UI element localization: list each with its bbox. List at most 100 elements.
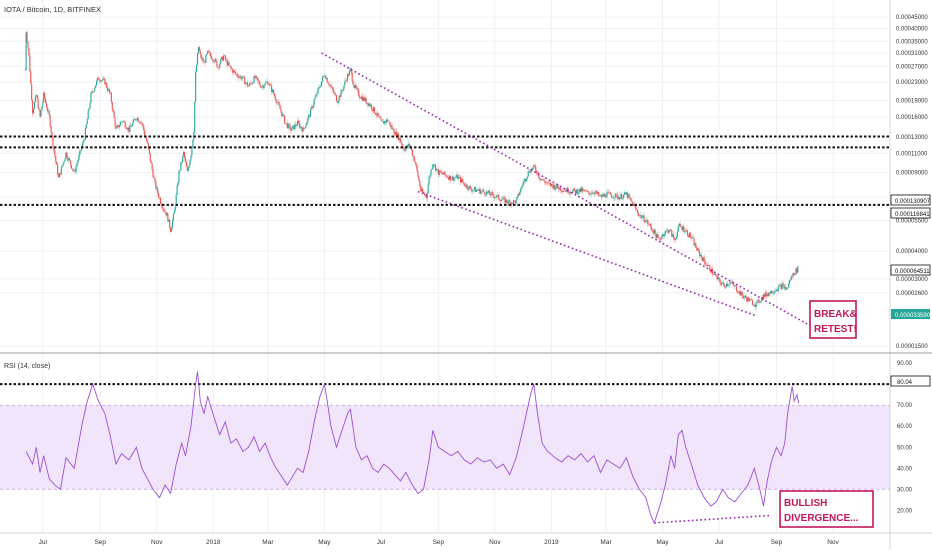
candle-body [705,264,707,266]
candle-body [220,59,222,64]
candle-body [434,164,436,166]
candle-body [43,92,45,102]
wedge-upper-trendline [321,52,821,332]
candle-body [100,80,102,82]
candle-body [249,83,251,85]
candle-body [155,181,157,189]
candle-body [106,82,108,88]
candle-body [695,243,697,248]
candle-body [545,182,547,184]
candle-body [748,297,750,302]
candle-body [245,82,247,85]
candle-body [577,192,579,194]
time-axis-label: May [656,539,669,546]
last-price-tag: 0.00003359​0 [891,309,931,319]
candle-body [462,181,464,183]
candle-body [360,96,363,99]
candle-body [93,91,95,92]
candle-body [138,121,140,123]
candle-body [319,87,321,88]
candle-body [370,104,372,107]
candle-body [489,194,491,196]
candle-body [505,199,507,203]
candle-body [334,93,337,96]
candle-body [463,182,465,186]
candle-body [790,276,792,281]
candle-body [351,72,353,81]
candle-body [778,285,780,287]
candle-body [532,167,534,170]
candle-body [39,109,41,117]
candle-body [392,128,394,130]
candle-body [262,85,264,88]
level-tag-2: 0.00011684​1 [890,207,931,219]
candle-body [221,56,223,60]
price-axis-label: 0.00027000 [896,64,928,70]
candle-body [136,117,138,120]
candle-body [474,187,476,192]
candle-body [57,164,59,175]
candle-body [274,95,276,100]
candle-body [62,162,64,166]
candle-body [457,174,459,179]
candle-body [699,254,702,256]
candle-body [38,108,40,110]
candle-body [723,282,725,285]
candle-body [291,126,293,131]
candle-body [32,109,35,114]
candle-body [546,182,548,184]
level-tag-1: 0.0001309​07 [890,194,931,206]
candle-body [700,254,703,258]
candle-body [613,197,615,199]
candle-body [133,119,136,120]
time-axis-label: Jul [377,539,386,546]
candle-body [441,172,443,174]
rsi-level-tag: 80.04 [890,375,931,387]
candle-body [639,214,641,216]
candle-body [117,124,119,127]
rsi-level-tag-text: 80.04 [897,380,913,386]
candle-body [207,50,209,54]
candle-body [396,131,398,138]
candle-body [190,155,192,160]
candle-body [743,297,745,299]
candle-body [56,161,58,165]
candle-body [183,152,185,156]
candle-body [110,92,112,103]
candle-body [718,277,720,280]
candle-body [63,161,65,163]
candle-body [559,187,561,190]
price-axis-labels: 0.00045000 0.00040000 0.00035000 0.00031000… [896,15,928,350]
candle-body [635,205,637,209]
candle-body [460,178,463,183]
candle-body [588,192,590,195]
candle-body [787,283,790,288]
grid-layer [0,0,890,532]
candle-body [615,193,617,195]
candle-body [533,165,535,168]
candle-body [77,160,79,164]
candle-body [438,170,440,175]
candle-body [680,226,682,228]
rsi-divergence-trendline [654,514,770,524]
time-axis-label: Nov [827,539,839,546]
candle-body [25,32,27,71]
candle-body [523,179,526,182]
candle-body [292,125,294,127]
candle-body [507,202,509,204]
candle-body [664,231,666,235]
candle-body [504,197,506,203]
price-axis-label: 0.00016000 [896,115,928,121]
candle-body [24,70,26,71]
candle-body [512,200,514,205]
candle-body [527,171,529,177]
candle-body [59,173,61,175]
rsi-band [0,405,890,490]
candle-body [126,128,128,130]
candle-body [51,132,53,137]
candle-body [41,106,43,111]
candle-body [355,84,357,88]
time-axis-label: Sep [94,539,106,546]
candle-body [610,192,612,195]
candle-body [146,141,149,144]
